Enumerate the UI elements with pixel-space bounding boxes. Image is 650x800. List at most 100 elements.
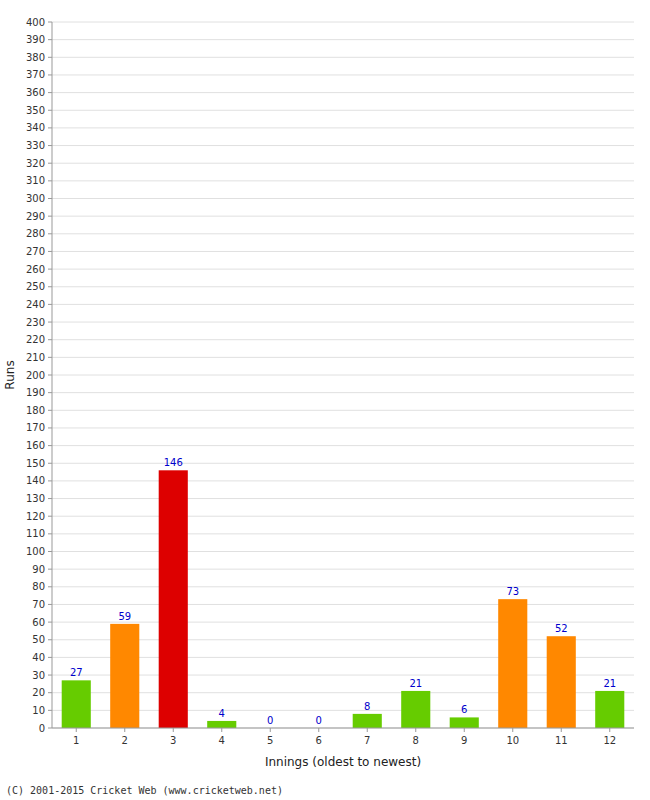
y-tick	[48, 463, 52, 464]
y-tick-label: 260	[26, 264, 45, 275]
grid-line	[52, 269, 634, 270]
data-label: 73	[506, 586, 519, 597]
y-tick	[48, 692, 52, 693]
bar	[595, 691, 624, 728]
y-tick-label: 160	[26, 440, 45, 451]
y-tick	[48, 92, 52, 93]
x-tick	[367, 728, 368, 732]
x-tick	[464, 728, 465, 732]
bar	[62, 680, 91, 728]
grid-line	[52, 22, 634, 23]
y-tick-label: 30	[32, 670, 45, 681]
x-tick	[609, 728, 610, 732]
x-tick	[124, 728, 125, 732]
x-tick-label: 8	[413, 735, 419, 746]
grid-line	[52, 498, 634, 499]
grid-line	[52, 304, 634, 305]
bar	[353, 714, 382, 728]
grid-line	[52, 728, 634, 729]
bar	[450, 717, 479, 728]
y-tick	[48, 163, 52, 164]
grid-line	[52, 145, 634, 146]
bar	[498, 599, 527, 728]
data-label: 4	[219, 708, 225, 719]
x-tick-label: 7	[364, 735, 370, 746]
y-tick-label: 10	[32, 705, 45, 716]
x-tick	[270, 728, 271, 732]
y-tick	[48, 516, 52, 517]
y-tick	[48, 357, 52, 358]
y-tick	[48, 710, 52, 711]
y-tick	[48, 145, 52, 146]
y-tick-label: 240	[26, 299, 45, 310]
y-tick-label: 190	[26, 387, 45, 398]
grid	[52, 22, 634, 728]
y-tick-label: 290	[26, 211, 45, 222]
grid-line	[52, 216, 634, 217]
y-tick-label: 220	[26, 334, 45, 345]
y-tick	[48, 39, 52, 40]
y-tick	[48, 657, 52, 658]
y-tick-label: 50	[32, 634, 45, 645]
data-labels: 27591464008216735221	[70, 457, 616, 726]
y-tick	[48, 445, 52, 446]
grid-line	[52, 445, 634, 446]
bar	[159, 470, 188, 728]
x-tick-label: 2	[122, 735, 128, 746]
y-tick	[48, 251, 52, 252]
y-tick	[48, 127, 52, 128]
grid-line	[52, 533, 634, 534]
grid-line	[52, 586, 634, 587]
y-tick	[48, 427, 52, 428]
grid-line	[52, 569, 634, 570]
x-axis-line	[52, 728, 634, 729]
y-tick-label: 200	[26, 370, 45, 381]
bar	[547, 636, 576, 728]
y-tick-label: 350	[26, 105, 45, 116]
grid-line	[52, 392, 634, 393]
y-tick-label: 400	[26, 17, 45, 28]
x-axis: 123456789101112	[73, 728, 616, 746]
y-tick	[48, 322, 52, 323]
grid-line	[52, 163, 634, 164]
y-tick-label: 150	[26, 458, 45, 469]
x-tick-label: 5	[267, 735, 273, 746]
grid-line	[52, 39, 634, 40]
y-tick-label: 60	[32, 617, 45, 628]
y-tick-label: 80	[32, 581, 45, 592]
y-tick-label: 130	[26, 493, 45, 504]
grid-line	[52, 427, 634, 428]
y-tick-label: 390	[26, 34, 45, 45]
grid-line	[52, 357, 634, 358]
y-tick	[48, 57, 52, 58]
data-label: 27	[70, 667, 83, 678]
data-label: 6	[461, 704, 467, 715]
y-tick-label: 210	[26, 352, 45, 363]
grid-line	[52, 127, 634, 128]
grid-line	[52, 622, 634, 623]
y-tick-label: 0	[39, 723, 45, 734]
y-tick	[48, 375, 52, 376]
data-label: 52	[555, 623, 568, 634]
y-tick-label: 250	[26, 281, 45, 292]
y-tick-label: 280	[26, 228, 45, 239]
y-tick-label: 300	[26, 193, 45, 204]
y-tick-label: 320	[26, 158, 45, 169]
y-tick	[48, 675, 52, 676]
y-tick	[48, 551, 52, 552]
y-tick	[48, 286, 52, 287]
grid-line	[52, 198, 634, 199]
y-axis-line	[52, 22, 53, 728]
x-tick	[561, 728, 562, 732]
data-label: 146	[164, 457, 183, 468]
x-tick-label: 3	[170, 735, 176, 746]
y-tick	[48, 233, 52, 234]
grid-line	[52, 480, 634, 481]
grid-line	[52, 110, 634, 111]
y-tick	[48, 639, 52, 640]
y-tick	[48, 269, 52, 270]
x-tick-label: 1	[73, 735, 79, 746]
y-tick-label: 380	[26, 52, 45, 63]
x-tick	[512, 728, 513, 732]
y-tick	[48, 110, 52, 111]
